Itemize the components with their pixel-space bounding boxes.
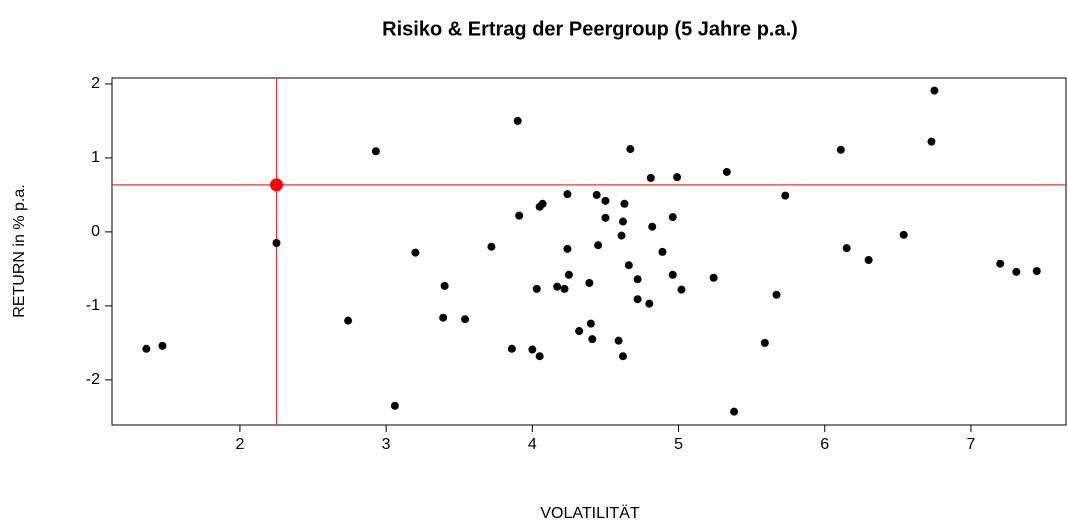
point <box>633 275 642 284</box>
x-tick-label: 3 <box>382 436 391 453</box>
point <box>618 217 627 226</box>
point <box>588 335 597 344</box>
point <box>677 285 686 294</box>
point <box>645 299 654 308</box>
point <box>142 344 151 353</box>
y-tick-label: 1 <box>91 149 100 166</box>
point <box>772 290 781 299</box>
point <box>272 238 281 247</box>
point <box>1012 267 1021 276</box>
point <box>617 231 626 240</box>
x-axis-label: VOLATILITÄT <box>540 504 640 522</box>
point <box>633 295 642 304</box>
point <box>781 191 790 200</box>
point <box>648 222 657 231</box>
point <box>158 341 167 350</box>
point <box>658 247 667 256</box>
x-tick-label: 5 <box>674 436 683 453</box>
point <box>618 352 627 361</box>
point <box>996 259 1005 268</box>
point <box>1032 267 1041 276</box>
point <box>899 230 908 239</box>
point <box>620 199 629 208</box>
point <box>575 327 584 336</box>
point <box>563 190 572 199</box>
point <box>371 147 380 156</box>
point <box>344 316 353 325</box>
point <box>760 338 769 347</box>
point <box>626 145 635 154</box>
y-tick-label: -1 <box>86 297 100 314</box>
point <box>668 270 677 279</box>
x-tick-label: 7 <box>967 436 976 453</box>
point <box>842 244 851 253</box>
point <box>673 173 682 182</box>
point <box>614 336 623 345</box>
point <box>553 282 562 291</box>
point <box>532 284 541 293</box>
point <box>563 244 572 253</box>
point <box>461 315 470 324</box>
x-tick-label: 4 <box>528 436 537 453</box>
point <box>411 248 420 257</box>
point <box>668 213 677 222</box>
point <box>513 116 522 125</box>
point <box>515 211 524 220</box>
point <box>730 407 739 416</box>
point <box>709 273 718 282</box>
point <box>507 344 516 353</box>
point <box>722 167 731 176</box>
highlight-point <box>269 178 283 192</box>
point <box>564 270 573 279</box>
point <box>601 213 610 222</box>
y-tick-label: 2 <box>91 75 100 92</box>
point <box>439 313 448 322</box>
point <box>592 190 601 199</box>
point <box>594 241 603 250</box>
point <box>930 86 939 95</box>
x-tick-label: 2 <box>235 436 244 453</box>
point <box>586 319 595 328</box>
y-tick-label: -2 <box>86 371 100 388</box>
point <box>864 256 873 265</box>
x-tick-label: 6 <box>820 436 829 453</box>
point <box>624 261 633 270</box>
point <box>528 345 537 354</box>
point <box>585 278 594 287</box>
point <box>538 199 547 208</box>
chart-title: Risiko & Ertrag der Peergroup (5 Jahre p… <box>382 18 798 40</box>
plot-frame <box>111 77 1067 426</box>
point <box>440 281 449 290</box>
point <box>836 145 845 154</box>
point <box>390 401 399 410</box>
point <box>601 196 610 205</box>
y-axis-label: RETURN in % p.a. <box>11 184 28 317</box>
point <box>646 173 655 182</box>
point <box>535 352 544 361</box>
point <box>487 242 496 251</box>
point <box>927 137 936 146</box>
point <box>560 284 569 293</box>
y-tick-label: 0 <box>91 223 100 240</box>
